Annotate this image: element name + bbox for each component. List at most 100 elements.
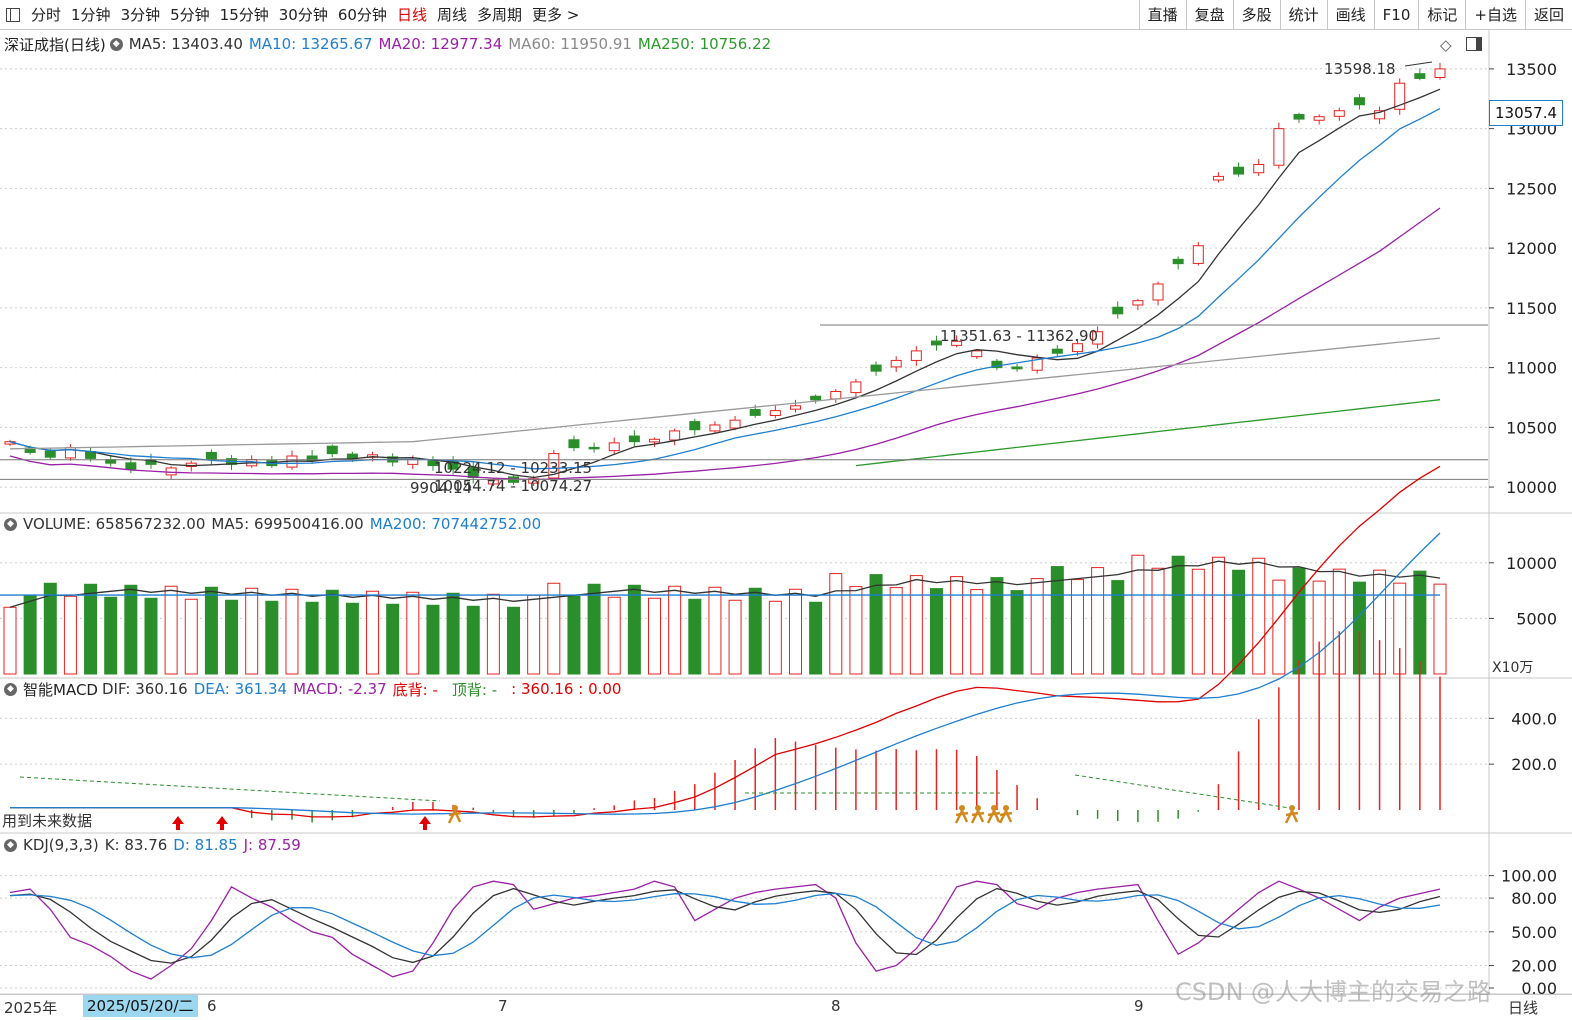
volume-bar: [1070, 579, 1084, 675]
volume-bar: [1272, 579, 1286, 675]
period-toolbar: 分时 1分钟 3分钟 5分钟 15分钟 30分钟 60分钟 日线 周线 多周期 更多 > 直播 复盘多…: [0, 0, 1572, 30]
candle-body: [628, 435, 640, 443]
volume-bar: [1030, 578, 1044, 675]
candle-body: [1112, 306, 1124, 315]
settings-circle-icon[interactable]: ◆: [4, 682, 17, 696]
settings-circle-icon[interactable]: ◆: [4, 517, 17, 531]
function-button-0[interactable]: 直播: [1138, 0, 1186, 30]
period-tab-8[interactable]: 周线: [436, 6, 467, 24]
candle-body: [407, 459, 419, 465]
macd-dashed-line: [1074, 774, 1291, 809]
diamond-icon[interactable]: ◇: [1440, 36, 1452, 54]
volume-bar: [386, 603, 400, 675]
candle-body: [306, 455, 318, 462]
panel-toggle-icon[interactable]: [6, 8, 20, 22]
volume-bar: [1151, 567, 1165, 675]
ma250-line: [855, 399, 1441, 467]
period-tab-7[interactable]: 日线: [396, 6, 427, 24]
volume-bar: [788, 588, 802, 675]
volume-bar: [426, 604, 440, 675]
volume-bar: [567, 595, 581, 675]
volume-bar: [1312, 580, 1326, 675]
candle-body: [226, 458, 238, 465]
volume-bar: [245, 587, 259, 675]
candle-body: [24, 447, 36, 453]
volume-bar: [809, 601, 823, 675]
period-tab-0[interactable]: 分时: [31, 6, 62, 24]
period-tab-9[interactable]: 多周期: [476, 6, 522, 24]
period-tab-10[interactable]: 更多 >: [531, 6, 580, 24]
volume-unit-label: X10万: [1492, 660, 1534, 676]
settings-circle-icon[interactable]: ◆: [4, 838, 17, 852]
candle-body: [125, 462, 137, 470]
candle-body: [145, 459, 157, 465]
kdj-panel-header: ◆ KDJ(9,3,3) K: 83.76 D: 81.85 J: 87.59: [0, 835, 307, 855]
period-tab-1[interactable]: 1分钟: [71, 6, 111, 24]
running-figure-icon: [954, 810, 969, 824]
volume-bar: [627, 584, 641, 675]
volume-bar: [869, 574, 883, 675]
kdj-j-label: J: 87.59: [243, 836, 301, 854]
function-button-5[interactable]: F10: [1373, 0, 1419, 30]
volume-bar: [1010, 590, 1024, 675]
candle-body: [1051, 348, 1063, 354]
candle-body: [1233, 166, 1245, 175]
candle-body: [971, 350, 983, 358]
volume-bar: [144, 597, 158, 675]
running-figure-icon: [986, 810, 1001, 824]
macd-tick-label: 400.0: [1511, 709, 1557, 728]
settings-circle-icon[interactable]: ◆: [109, 37, 123, 51]
function-button-4[interactable]: 画线: [1326, 0, 1374, 30]
volume-bar: [970, 589, 984, 675]
period-tab-2[interactable]: 3分钟: [120, 6, 161, 24]
period-tab-3[interactable]: 5分钟: [170, 6, 210, 24]
function-button-8[interactable]: 返回: [1524, 0, 1572, 30]
period-tab-6[interactable]: 60分钟: [337, 6, 387, 24]
candle-body: [689, 421, 701, 431]
buy-arrow-icon: [172, 816, 184, 830]
volume-bar: [507, 606, 521, 675]
top-divergence-label: 顶背: -: [451, 680, 498, 699]
function-button-7[interactable]: +自选: [1465, 0, 1525, 30]
running-figure-icon: [959, 805, 965, 811]
candle-body: [85, 450, 97, 459]
volume-bar: [225, 599, 239, 675]
kdj-tick-label: 100.00: [1501, 867, 1557, 886]
future-data-note: 用到未来数据: [2, 812, 93, 830]
candle-body: [367, 454, 379, 458]
macd-tick-label: 200.0: [1511, 755, 1557, 774]
kdj-tick-label: 80.00: [1511, 889, 1557, 908]
candle-body: [105, 459, 117, 464]
month-label-7: 7: [498, 997, 508, 1015]
volume-bar: [648, 597, 662, 675]
layout-toggle-icon[interactable]: [1466, 37, 1482, 51]
volume-bar: [1352, 581, 1366, 675]
high-pointer-line: [1404, 61, 1433, 67]
function-button-2[interactable]: 多股: [1232, 0, 1280, 30]
level-label-1: 11351.63 - 11362.90: [940, 327, 1099, 345]
volume-bar: [164, 585, 178, 675]
candle-body: [1212, 175, 1224, 181]
volume-bar: [285, 588, 299, 675]
ma5-label: MA5: 13403.40: [128, 35, 243, 53]
bottom-divergence-label: 底背: -: [392, 680, 438, 699]
candle-body: [669, 430, 681, 441]
volume-bar: [1232, 569, 1246, 675]
period-tab-5[interactable]: 30分钟: [278, 6, 328, 24]
function-button-6[interactable]: 标记: [1418, 0, 1465, 30]
function-button-1[interactable]: 复盘: [1185, 0, 1233, 30]
volume-bar: [446, 592, 460, 675]
ma10-line: [9, 108, 1441, 470]
function-button-3[interactable]: 统计: [1279, 0, 1327, 30]
volume-bar: [950, 576, 964, 675]
candle-body: [1253, 163, 1265, 174]
candle-body: [850, 381, 862, 394]
macd-dea-line: [10, 532, 1441, 815]
kdj-tick-label: 20.00: [1511, 957, 1557, 976]
candle-body: [1353, 97, 1365, 106]
candle-body: [44, 450, 56, 458]
volume-bar: [43, 582, 57, 675]
period-tab-4[interactable]: 15分钟: [219, 6, 269, 24]
low-price-label: 9904.14: [410, 479, 473, 497]
